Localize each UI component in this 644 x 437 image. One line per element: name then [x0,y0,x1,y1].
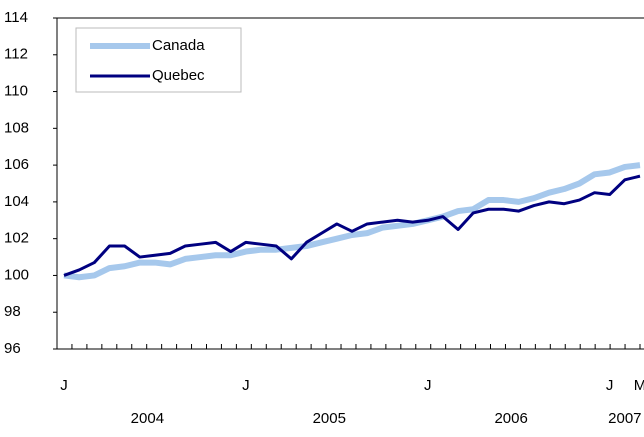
legend-box [75,27,242,93]
x-tick-label: J [424,377,432,394]
y-tick-label: 114 [4,9,28,26]
y-tick-label: 106 [4,156,29,173]
x-group-label: 2005 [313,410,346,427]
y-tick-label: 110 [4,83,28,100]
y-tick-label: 112 [4,46,28,63]
x-group-label: 2006 [494,410,527,427]
series-line [63,174,641,277]
y-tick-label: 100 [4,266,29,283]
y-tick-label: 104 [4,193,29,210]
plot-frame [56,17,644,350]
legend-label: Quebec [152,67,205,84]
y-tick-label: 98 [4,303,21,320]
x-tick-label: J [606,377,614,394]
legend-label: Canada [152,37,205,54]
x-tick-label: M [634,377,644,394]
x-group-label: 2007 [608,410,641,427]
series-line [63,162,641,281]
y-tick-label: 102 [4,230,29,247]
x-tick-label: J [242,377,250,394]
x-group-label: 2004 [131,410,164,427]
x-tick-label: J [60,377,68,394]
y-tick-label: 96 [4,340,21,357]
y-tick-label: 108 [4,119,29,136]
